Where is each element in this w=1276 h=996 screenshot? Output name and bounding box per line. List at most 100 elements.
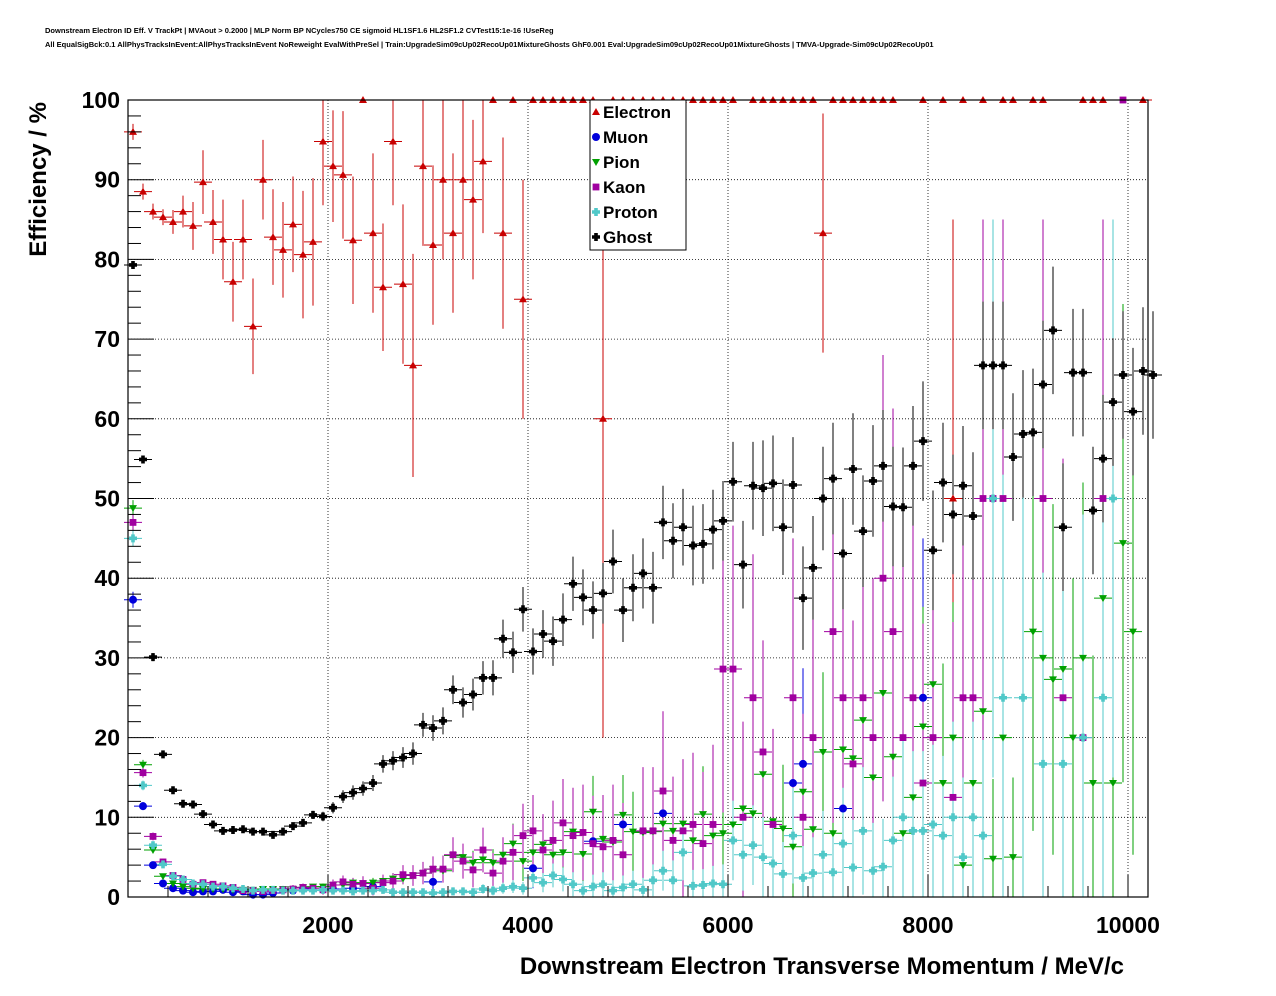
ghost-point bbox=[529, 647, 537, 656]
legend-marker-muon bbox=[592, 133, 600, 141]
proton-point bbox=[1059, 759, 1067, 768]
proton-point bbox=[1099, 693, 1107, 702]
electron-point bbox=[149, 207, 157, 215]
ghost-point bbox=[299, 818, 308, 827]
kaon-point bbox=[469, 866, 477, 874]
muon-point bbox=[429, 877, 437, 886]
proton-point bbox=[289, 886, 298, 895]
ghost-point bbox=[469, 690, 478, 699]
kaon-point bbox=[619, 851, 627, 859]
proton-point bbox=[279, 886, 288, 895]
proton-point bbox=[899, 813, 907, 822]
proton-point bbox=[539, 878, 547, 887]
pion-point bbox=[809, 826, 817, 834]
electron-point bbox=[599, 414, 607, 422]
electron-point bbox=[949, 494, 957, 502]
electron-point bbox=[239, 235, 247, 243]
proton-point bbox=[479, 885, 488, 894]
electron-point bbox=[209, 217, 217, 225]
ghost-point bbox=[779, 523, 787, 532]
proton-point bbox=[639, 885, 647, 894]
proton-point bbox=[699, 881, 707, 890]
pion-point bbox=[599, 835, 607, 843]
kaon-point bbox=[999, 495, 1007, 502]
ghost-point bbox=[1129, 407, 1137, 416]
electron-point bbox=[259, 175, 267, 183]
proton-point bbox=[499, 884, 508, 893]
pion-point bbox=[529, 849, 537, 857]
kaon-point bbox=[149, 833, 157, 840]
pion-point bbox=[739, 805, 747, 813]
proton-point bbox=[729, 836, 737, 845]
kaon-point bbox=[359, 880, 367, 887]
proton-point bbox=[769, 859, 777, 868]
proton-point bbox=[339, 886, 348, 895]
proton-point bbox=[739, 850, 747, 859]
y-tick-label: 100 bbox=[82, 87, 120, 113]
legend-label-pion: Pion bbox=[603, 153, 640, 172]
ghost-point bbox=[579, 593, 587, 602]
ghost-point bbox=[829, 474, 837, 483]
pion-point bbox=[699, 811, 707, 819]
proton-point bbox=[519, 884, 527, 893]
kaon-point bbox=[429, 865, 437, 873]
muon-point bbox=[839, 804, 847, 813]
proton-point bbox=[589, 882, 597, 891]
pion-point bbox=[849, 755, 857, 763]
muon-point bbox=[129, 595, 137, 604]
proton-point bbox=[359, 886, 368, 895]
pion-point bbox=[789, 843, 797, 851]
electron-point bbox=[399, 280, 407, 288]
proton-point bbox=[799, 873, 807, 882]
ghost-point bbox=[389, 756, 398, 765]
ghost-point bbox=[1109, 398, 1117, 407]
ghost-point bbox=[1029, 428, 1037, 437]
ghost-point bbox=[729, 477, 737, 486]
ghost-point bbox=[949, 510, 957, 519]
proton-point bbox=[209, 882, 217, 891]
pion-point bbox=[1099, 595, 1107, 603]
pion-point bbox=[749, 810, 757, 818]
kaon-point bbox=[699, 840, 707, 848]
electron-point bbox=[139, 187, 147, 195]
ghost-point bbox=[999, 361, 1007, 370]
electron-point bbox=[469, 195, 477, 203]
proton-point bbox=[489, 886, 498, 895]
ghost-point bbox=[199, 810, 207, 819]
ghost-point bbox=[129, 260, 137, 269]
proton-point bbox=[629, 880, 637, 889]
electron-point bbox=[269, 233, 277, 241]
data-markers bbox=[129, 96, 1157, 899]
proton-point bbox=[549, 871, 557, 880]
pion-point bbox=[939, 780, 947, 788]
ghost-point bbox=[419, 720, 428, 729]
kaon-point bbox=[539, 846, 547, 854]
kaon-point bbox=[399, 871, 407, 879]
proton-point bbox=[349, 887, 358, 896]
ghost-point bbox=[929, 546, 937, 555]
proton-point bbox=[449, 887, 458, 896]
muon-point bbox=[799, 759, 807, 768]
pion-point bbox=[199, 886, 207, 894]
pion-point bbox=[759, 771, 767, 779]
kaon-point bbox=[679, 827, 687, 835]
ghost-point bbox=[859, 527, 867, 536]
proton-point bbox=[169, 872, 177, 881]
electron-point bbox=[299, 250, 307, 258]
proton-point bbox=[719, 880, 727, 889]
legend-label-muon: Muon bbox=[603, 128, 648, 147]
ghost-point bbox=[239, 825, 247, 834]
legend-label-proton: Proton bbox=[603, 203, 658, 222]
y-tick-label: 60 bbox=[94, 406, 120, 432]
proton-point bbox=[909, 826, 917, 835]
kaon-point bbox=[329, 881, 337, 889]
x-tick-label: 10000 bbox=[1096, 912, 1160, 938]
kaon-point bbox=[829, 628, 837, 635]
proton-point bbox=[189, 879, 197, 888]
pion-point bbox=[549, 851, 557, 859]
pion-point bbox=[929, 681, 937, 689]
pion-point bbox=[659, 820, 667, 828]
kaon-point bbox=[839, 694, 847, 702]
muon-point bbox=[919, 693, 927, 702]
proton-point bbox=[159, 860, 167, 869]
